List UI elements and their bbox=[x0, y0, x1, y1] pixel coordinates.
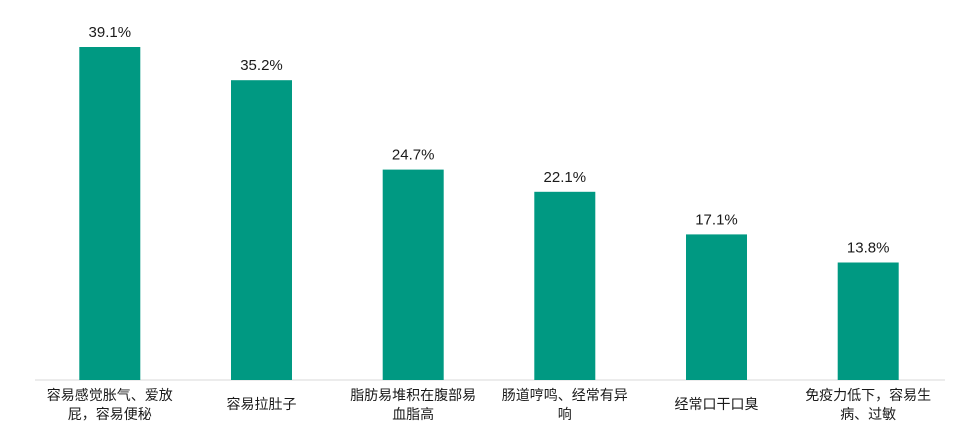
data-label-3: 24.7% bbox=[392, 147, 435, 164]
value-labels-group: 39.1% 35.2% 24.7% 22.1% 17.1% 13.8% bbox=[89, 24, 890, 257]
data-label-4: 22.1% bbox=[544, 169, 587, 186]
category-label-3: 脂肪易堆积在腹部易血脂高 bbox=[350, 387, 476, 423]
data-label-2: 35.2% bbox=[240, 57, 283, 74]
category-label-line: 容易拉肚子 bbox=[227, 396, 297, 413]
category-label-line: 屁，容易便秘 bbox=[68, 406, 152, 423]
category-label-6: 免疫力低下，容易生病、过敏 bbox=[805, 387, 931, 423]
data-label-1: 39.1% bbox=[89, 24, 132, 41]
category-label-line: 脂肪易堆积在腹部易 bbox=[350, 387, 476, 404]
category-label-5: 经常口干口臭 bbox=[675, 397, 759, 413]
category-label-2: 容易拉肚子 bbox=[227, 396, 297, 413]
bars-group bbox=[79, 47, 899, 380]
bar-5 bbox=[686, 234, 747, 380]
bar-3 bbox=[382, 169, 444, 380]
data-label-6: 13.8% bbox=[847, 240, 890, 257]
category-label-line: 响 bbox=[558, 407, 572, 423]
category-label-line: 肠道哼鸣、经常有异 bbox=[502, 387, 628, 404]
bar-1 bbox=[79, 47, 141, 380]
category-label-1: 容易感觉胀气、爱放屁，容易便秘 bbox=[47, 387, 173, 423]
category-label-line: 病、过敏 bbox=[840, 407, 896, 423]
category-label-line: 血脂高 bbox=[392, 406, 434, 423]
bar-4 bbox=[534, 191, 596, 380]
category-label-line: 容易感觉胀气、爱放 bbox=[47, 387, 173, 404]
category-label-line: 经常口干口臭 bbox=[675, 397, 759, 413]
category-label-4: 肠道哼鸣、经常有异响 bbox=[502, 387, 628, 423]
category-labels-group: 容易感觉胀气、爱放屁，容易便秘容易拉肚子脂肪易堆积在腹部易血脂高肠道哼鸣、经常有… bbox=[47, 387, 931, 423]
category-label-line: 免疫力低下，容易生 bbox=[805, 387, 931, 404]
bar-2 bbox=[231, 80, 292, 380]
data-label-5: 17.1% bbox=[695, 211, 738, 228]
bar-6 bbox=[837, 262, 899, 380]
